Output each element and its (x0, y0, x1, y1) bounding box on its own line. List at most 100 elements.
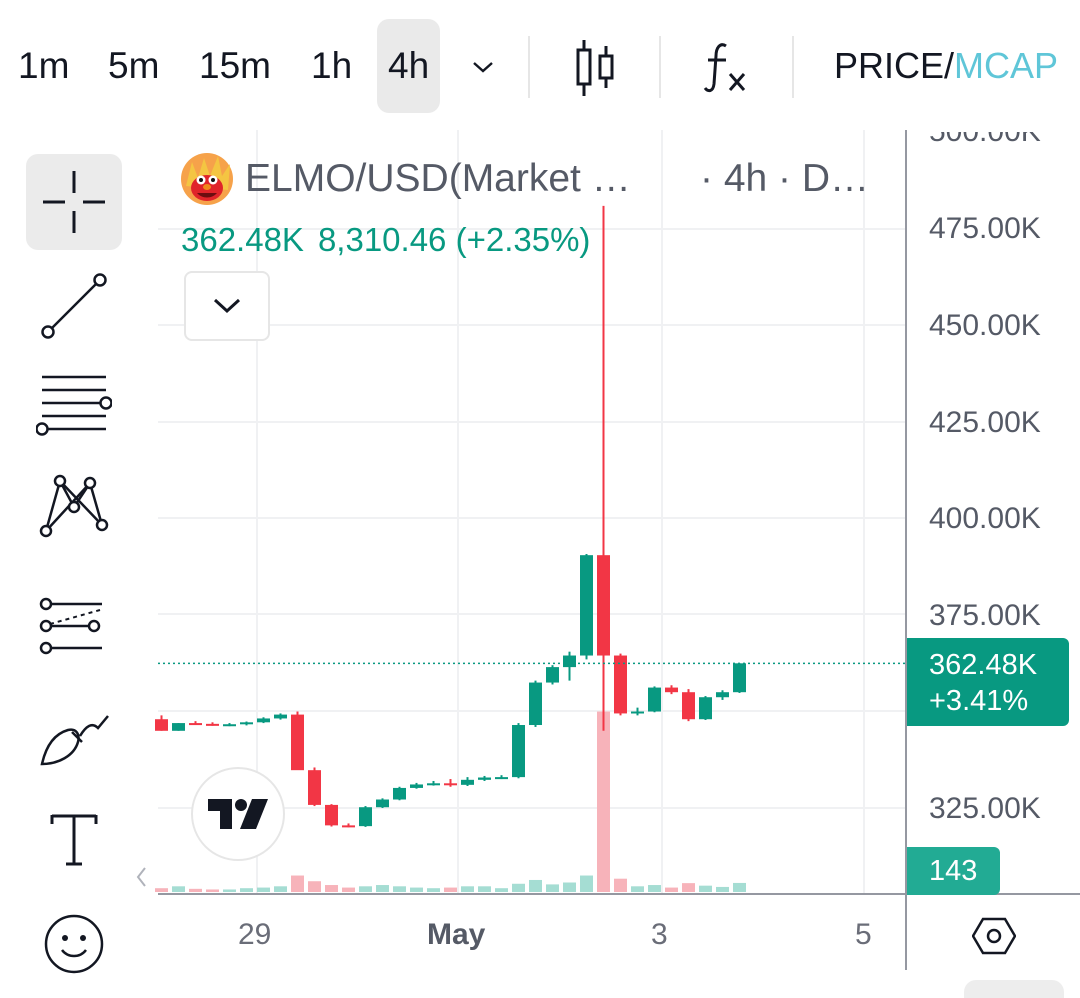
emoji-icon (44, 914, 104, 974)
candle-body (223, 724, 236, 727)
trend-line-tool[interactable] (26, 258, 122, 354)
volume-bar (172, 886, 185, 892)
candle-body (427, 783, 440, 786)
toggle-slash: / (944, 45, 955, 86)
emoji-tool[interactable] (26, 896, 122, 992)
timeframe-1m[interactable]: 1m (18, 45, 70, 86)
volume-bar (308, 881, 321, 892)
scroll-left-button[interactable] (135, 866, 147, 895)
volume-bar (478, 886, 491, 892)
pattern-icon (39, 474, 109, 538)
last-price-value: 362.48K (929, 649, 1038, 681)
chart-settings-button[interactable] (968, 912, 1020, 960)
volume-bar (393, 886, 406, 892)
candle-body (512, 725, 525, 778)
crosshair-icon (43, 171, 105, 233)
brush-icon (40, 715, 109, 766)
candle-body (733, 663, 746, 693)
token-avatar (180, 152, 234, 206)
candle-body (614, 655, 627, 714)
volume-bar (699, 885, 712, 892)
volume-bar (427, 888, 440, 892)
pattern-tool[interactable] (26, 458, 122, 554)
volume-bar (257, 887, 270, 892)
volume-bar (240, 888, 253, 892)
volume-bar (716, 886, 729, 892)
axis-clip-mask (907, 96, 1080, 132)
volume-bar (342, 887, 355, 892)
bottom-corner-button[interactable] (964, 980, 1064, 998)
toolbar-divider (528, 36, 530, 98)
date-axis-label: 5 (855, 918, 872, 951)
volume-bar (444, 887, 457, 892)
mcap-option[interactable]: MCAP (954, 45, 1059, 86)
symbol-title[interactable]: ELMO/USD(Market … (245, 157, 631, 200)
legend-last-value: 362.48K (181, 221, 304, 258)
drawing-toolbar (0, 130, 150, 998)
volume-bar (563, 882, 576, 892)
brush-tool[interactable] (26, 690, 122, 786)
timeframe-1h[interactable]: 1h (311, 45, 353, 86)
volume-bars (155, 711, 746, 892)
settings-icon (972, 917, 1016, 955)
candle-body (716, 692, 729, 698)
fib-levels-icon (36, 375, 112, 436)
candle-body (682, 692, 695, 720)
volume-bar (529, 879, 542, 892)
chevron-left-icon (136, 867, 146, 887)
volume-bar (376, 885, 389, 892)
volume-tag: 143 (907, 847, 1000, 895)
timeframe-15m[interactable]: 15m (199, 45, 271, 86)
candle-body (478, 777, 491, 780)
volume-bar (223, 889, 236, 892)
crosshair-tool[interactable] (26, 154, 122, 250)
volume-bar (614, 878, 627, 892)
volume-bar (665, 887, 678, 892)
date-axis-label: May (427, 918, 486, 951)
candle-body (444, 783, 457, 786)
forecast-tool[interactable] (26, 580, 122, 676)
volume-bar (206, 889, 219, 892)
legend-collapse-button[interactable] (184, 271, 270, 341)
volume-bar (546, 884, 559, 892)
candle-body (274, 714, 287, 719)
volume-bar (155, 888, 168, 892)
indicators-icon (703, 43, 746, 93)
timeframe-4h[interactable]: 4h (377, 19, 441, 113)
candle-body (308, 770, 321, 805)
fib-levels-tool[interactable] (26, 356, 122, 452)
indicators-button[interactable] (700, 40, 750, 94)
chevron-down-icon (213, 298, 241, 314)
candle-body (461, 779, 474, 785)
timeframe-more-button[interactable] (466, 50, 500, 84)
volume-bar (512, 883, 525, 892)
candles-icon (576, 40, 614, 96)
candle-body (495, 777, 508, 780)
legend-values: 362.48K 8,310.46 (+2.35%) (181, 220, 604, 260)
price-axis-label: 475.00K (929, 212, 1041, 245)
candle-body (580, 555, 593, 656)
volume-bar (631, 886, 644, 892)
candle-body (342, 825, 355, 828)
candle-body (206, 723, 219, 726)
tradingview-logo[interactable] (191, 767, 285, 861)
text-tool[interactable] (26, 792, 122, 888)
volume-bar (597, 711, 610, 892)
candle-body (665, 687, 678, 693)
candles (155, 205, 746, 828)
volume-bar (189, 888, 202, 892)
candle-body (631, 711, 644, 714)
volume-bar (410, 887, 423, 892)
timeframe-5m[interactable]: 5m (108, 45, 160, 86)
toolbar-divider (792, 36, 794, 98)
price-axis-label: 325.00K (929, 792, 1041, 825)
price-axis-label: 425.00K (929, 406, 1041, 439)
price-mcap-toggle[interactable]: PRICE/MCAP (834, 42, 1058, 90)
toolbar-divider (659, 36, 661, 98)
forecast-icon (39, 597, 102, 655)
price-option[interactable]: PRICE (834, 45, 945, 86)
text-icon (50, 814, 98, 866)
chart-type-button[interactable] (572, 38, 620, 98)
